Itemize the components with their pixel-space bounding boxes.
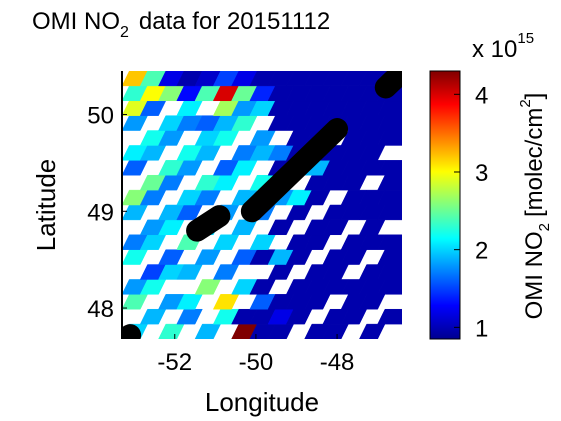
colorbar [429, 70, 461, 340]
no2-pixel [377, 130, 402, 146]
no2-pixel [139, 71, 167, 87]
no2-pixel [322, 71, 349, 87]
colorbar-tick-label: 4 [475, 82, 488, 109]
y-tick-label: 48 [87, 296, 114, 323]
no2-pixel [377, 100, 402, 116]
no2-pixel [176, 71, 203, 87]
chart-title-rest: data for 20151112 [139, 8, 330, 35]
coast-segment-ne [374, 71, 402, 99]
y-tick-label: 50 [87, 103, 114, 130]
no2-pixel [377, 308, 402, 325]
y-axis-ticks: 48 49 50 [87, 103, 127, 323]
colorbar-ticks: 1 2 3 4 [454, 82, 488, 342]
no2-pixel [377, 174, 402, 191]
colorbar-multiplier: x 1015 [472, 30, 534, 63]
x-tick-label: -52 [157, 349, 192, 376]
coast-segment-mid-west [186, 205, 231, 242]
chart-title-subscript: 2 [120, 24, 129, 41]
plot-area [121, 71, 402, 339]
coast-segment-main [240, 118, 349, 223]
no2-pixel [267, 71, 294, 87]
no2-pixel [285, 71, 313, 87]
colorbar-label-subscript: 2 [536, 223, 553, 231]
colorbar-tick-label: 1 [475, 315, 488, 342]
coastline-layer [122, 71, 402, 339]
no2-pixel [377, 160, 402, 176]
no2-pixel [377, 249, 402, 265]
y-tick-label: 49 [87, 199, 114, 226]
x-axis-label: Longitude [205, 387, 319, 417]
no2-pixel [377, 279, 402, 295]
colorbar-label-superscript: 2 [517, 99, 534, 107]
no2-pixel [377, 189, 402, 206]
colorbar-tick-label: 3 [475, 160, 488, 187]
colorbar-multiplier-exponent: 15 [517, 30, 534, 47]
no2-pixel [176, 308, 203, 325]
x-tick-label: -48 [320, 349, 355, 376]
chart-title: OMI NO2 data for 20151112 [32, 8, 330, 41]
no2-pixel [340, 71, 367, 87]
x-tick-label: -50 [239, 349, 274, 376]
no2-pixel [212, 71, 240, 87]
no2-pixel [122, 71, 148, 87]
no2-pixel-layer [122, 71, 402, 339]
colorbar-tick-label: 2 [475, 238, 488, 265]
y-axis-label: Latitude [31, 159, 61, 252]
no2-pixel [249, 71, 276, 87]
no2-pixel [304, 71, 331, 87]
no2-pixel [158, 71, 185, 87]
no2-pixel [377, 115, 402, 131]
colorbar-label: OMI NO2[molec/cm2] [517, 93, 553, 320]
x-axis-ticks: -52 -50 -48 [157, 334, 354, 376]
no2-pixel [194, 71, 221, 87]
coast-segment-sw [122, 324, 142, 339]
no2-pixel [231, 71, 258, 87]
no2-pixel [377, 204, 402, 221]
no2-pixel [377, 234, 402, 250]
no2-pixel [377, 264, 402, 280]
